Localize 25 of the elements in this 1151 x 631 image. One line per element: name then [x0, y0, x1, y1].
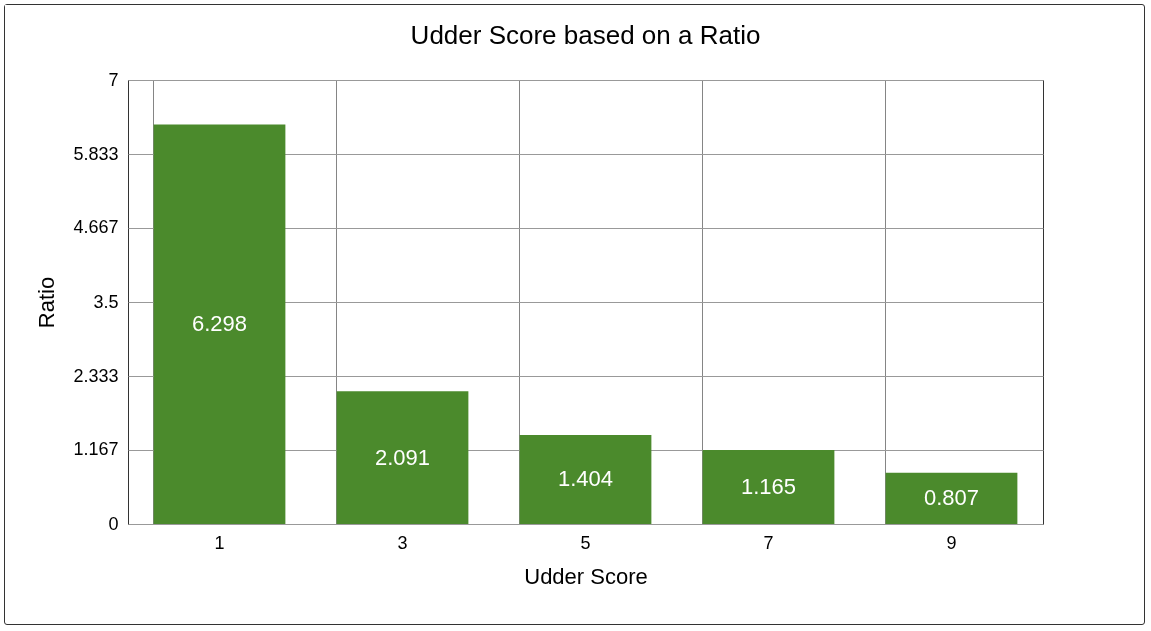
x-tick-label: 9: [946, 532, 957, 553]
data-label: 2.091: [374, 444, 431, 470]
data-label: 6.298: [191, 311, 248, 337]
bar: [153, 124, 286, 524]
y-axis-title: Ratio: [34, 276, 60, 329]
y-tick-label: 5.833: [73, 143, 119, 164]
chart-title: Udder Score based on a Ratio: [410, 20, 761, 50]
y-tick-label: 7: [108, 69, 119, 90]
bar: [885, 472, 1018, 524]
data-label: 0.807: [923, 485, 980, 511]
x-tick-label: 3: [397, 532, 408, 553]
y-tick-label: 3.5: [93, 291, 119, 312]
bar: [336, 391, 469, 524]
y-tick-label: 4.667: [73, 217, 119, 238]
y-tick-label: 0: [108, 513, 119, 534]
bar: [519, 434, 652, 524]
x-tick-label: 1: [214, 532, 225, 553]
data-label: 1.165: [740, 474, 797, 500]
y-tick-label: 1.167: [73, 439, 119, 460]
x-axis-title: Udder Score: [524, 563, 648, 589]
y-tick-label: 2.333: [73, 365, 119, 386]
bar: [702, 450, 835, 524]
data-label: 1.404: [557, 466, 614, 492]
x-tick-label: 5: [580, 532, 591, 553]
x-tick-label: 7: [763, 532, 774, 553]
